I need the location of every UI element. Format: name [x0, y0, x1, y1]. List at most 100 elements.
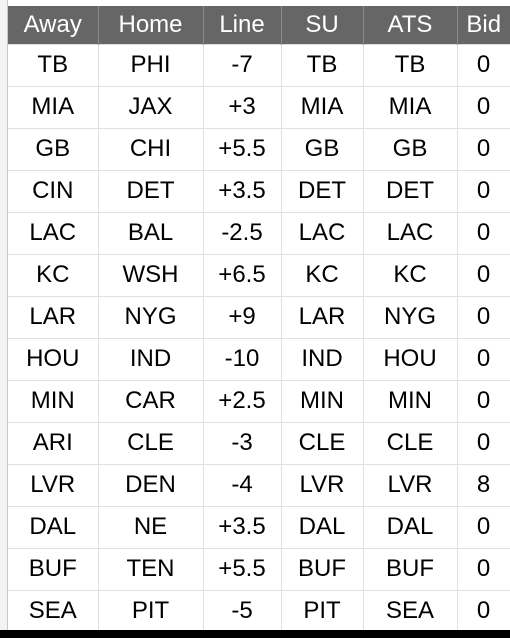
su-cell[interactable]: KC [280, 253, 364, 297]
ats-cell[interactable]: TB [362, 43, 458, 87]
home-cell[interactable]: IND [97, 337, 204, 381]
ats-cell[interactable]: DAL [362, 505, 458, 549]
bid-cell[interactable]: 0 [456, 127, 510, 171]
table-row: MIA JAX +3 MIA MIA 0 [8, 85, 510, 129]
ats-cell[interactable]: MIA [362, 85, 458, 129]
ats-cell[interactable]: KC [362, 253, 458, 297]
su-cell[interactable]: MIA [280, 85, 364, 129]
su-cell[interactable]: LVR [280, 463, 364, 507]
line-cell[interactable]: +5.5 [202, 547, 282, 591]
line-cell[interactable]: +6.5 [202, 253, 282, 297]
su-cell[interactable]: LAR [280, 295, 364, 339]
away-cell[interactable]: LVR [8, 463, 99, 507]
line-cell[interactable]: -7 [202, 43, 282, 87]
line-cell[interactable]: +3 [202, 85, 282, 129]
ats-cell[interactable]: SEA [362, 589, 458, 630]
bid-cell[interactable]: 0 [456, 505, 510, 549]
away-cell[interactable]: LAR [8, 295, 99, 339]
away-cell[interactable]: DAL [8, 505, 99, 549]
home-cell[interactable]: BAL [97, 211, 204, 255]
bid-cell[interactable]: 0 [456, 295, 510, 339]
bid-cell[interactable]: 0 [456, 43, 510, 87]
home-cell[interactable]: TEN [97, 547, 204, 591]
ats-cell[interactable]: DET [362, 169, 458, 213]
bid-cell[interactable]: 0 [456, 169, 510, 213]
column-header-su[interactable]: SU [280, 6, 363, 44]
line-cell[interactable]: -4 [202, 463, 282, 507]
away-cell[interactable]: BUF [8, 547, 99, 591]
table-row: MIN CAR +2.5 MIN MIN 0 [8, 379, 510, 423]
line-cell[interactable]: -3 [202, 421, 282, 465]
column-header-bid[interactable]: Bid [456, 6, 510, 44]
column-header-home[interactable]: Home [97, 6, 203, 44]
su-cell[interactable]: MIN [280, 379, 364, 423]
su-cell[interactable]: TB [280, 43, 364, 87]
bid-cell[interactable]: 0 [456, 421, 510, 465]
home-cell[interactable]: JAX [97, 85, 204, 129]
ats-cell[interactable]: GB [362, 127, 458, 171]
column-header-away[interactable]: Away [8, 6, 98, 44]
away-cell[interactable]: MIN [8, 379, 99, 423]
away-cell[interactable]: CIN [8, 169, 99, 213]
table-row: KC WSH +6.5 KC KC 0 [8, 253, 510, 297]
line-cell[interactable]: +2.5 [202, 379, 282, 423]
home-cell[interactable]: CAR [97, 379, 204, 423]
line-cell[interactable]: -5 [202, 589, 282, 630]
table-row: LAC BAL -2.5 LAC LAC 0 [8, 211, 510, 255]
line-cell[interactable]: -2.5 [202, 211, 282, 255]
line-cell[interactable]: +5.5 [202, 127, 282, 171]
su-cell[interactable]: BUF [280, 547, 364, 591]
ats-cell[interactable]: BUF [362, 547, 458, 591]
home-cell[interactable]: NYG [97, 295, 204, 339]
line-cell[interactable]: +3.5 [202, 169, 282, 213]
line-cell[interactable]: +3.5 [202, 505, 282, 549]
bid-cell[interactable]: 0 [456, 547, 510, 591]
away-cell[interactable]: HOU [8, 337, 99, 381]
column-header-line[interactable]: Line [202, 6, 281, 44]
bid-cell[interactable]: 8 [456, 463, 510, 507]
bid-cell[interactable]: 0 [456, 589, 510, 630]
home-cell[interactable]: PHI [97, 43, 204, 87]
home-cell[interactable]: CHI [97, 127, 204, 171]
su-cell[interactable]: CLE [280, 421, 364, 465]
away-cell[interactable]: MIA [8, 85, 99, 129]
bid-cell[interactable]: 0 [456, 337, 510, 381]
away-cell[interactable]: LAC [8, 211, 99, 255]
bid-cell[interactable]: 0 [456, 379, 510, 423]
bid-cell[interactable]: 0 [456, 85, 510, 129]
home-cell[interactable]: WSH [97, 253, 204, 297]
ats-cell[interactable]: NYG [362, 295, 458, 339]
home-cell[interactable]: NE [97, 505, 204, 549]
table-row: CIN DET +3.5 DET DET 0 [8, 169, 510, 213]
ats-cell[interactable]: LVR [362, 463, 458, 507]
line-cell[interactable]: -10 [202, 337, 282, 381]
su-cell[interactable]: LAC [280, 211, 364, 255]
home-cell[interactable]: DET [97, 169, 204, 213]
ats-cell[interactable]: MIN [362, 379, 458, 423]
away-cell[interactable]: ARI [8, 421, 99, 465]
home-cell[interactable]: PIT [97, 589, 204, 630]
ats-cell[interactable]: LAC [362, 211, 458, 255]
table-row: LVR DEN -4 LVR LVR 8 [8, 463, 510, 507]
table-row: BUF TEN +5.5 BUF BUF 0 [8, 547, 510, 591]
away-cell[interactable]: TB [8, 43, 99, 87]
bid-cell[interactable]: 0 [456, 253, 510, 297]
su-cell[interactable]: GB [280, 127, 364, 171]
su-cell[interactable]: DAL [280, 505, 364, 549]
line-cell[interactable]: +9 [202, 295, 282, 339]
bid-cell[interactable]: 0 [456, 211, 510, 255]
ats-cell[interactable]: HOU [362, 337, 458, 381]
su-cell[interactable]: IND [280, 337, 364, 381]
home-cell[interactable]: CLE [97, 421, 204, 465]
column-header-ats[interactable]: ATS [362, 6, 457, 44]
picks-table: Away Home Line SU ATS Bid TB PHI -7 TB TB 0 MI… [8, 6, 510, 630]
ats-cell[interactable]: CLE [362, 421, 458, 465]
away-cell[interactable]: KC [8, 253, 99, 297]
su-cell[interactable]: PIT [280, 589, 364, 630]
su-cell[interactable]: DET [280, 169, 364, 213]
away-cell[interactable]: SEA [8, 589, 99, 630]
row-header-gutter [0, 0, 8, 630]
away-cell[interactable]: GB [8, 127, 99, 171]
home-cell[interactable]: DEN [97, 463, 204, 507]
